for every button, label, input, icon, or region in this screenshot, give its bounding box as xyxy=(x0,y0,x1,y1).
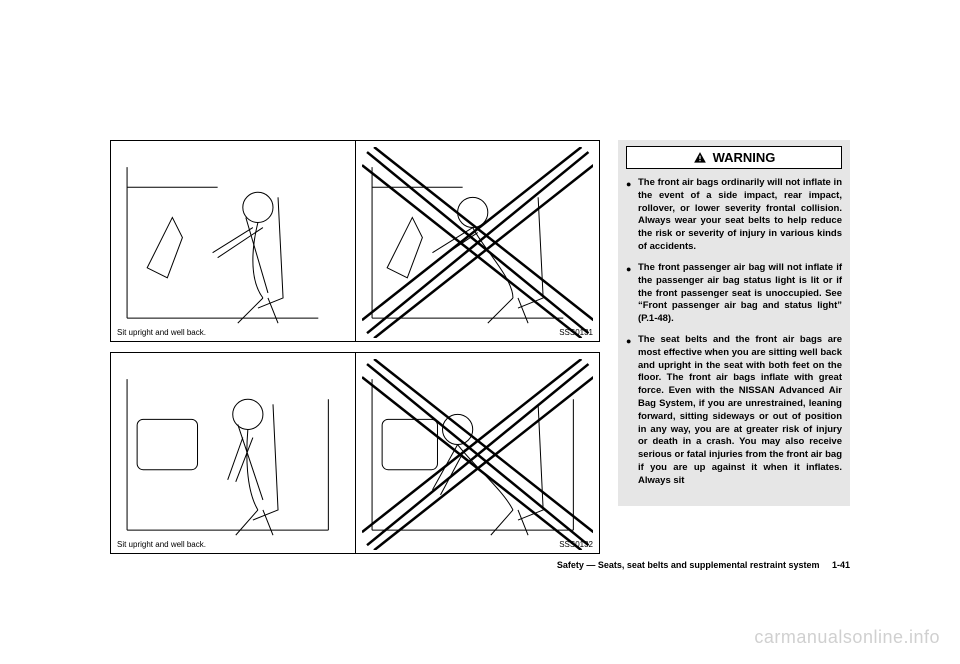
figure-sss0132: Sit upright and well back. SSS0132 xyxy=(110,352,600,554)
warning-box: WARNING ● The front air bags ordinarily w… xyxy=(618,140,850,506)
figures-column: Sit upright and well back. SSS0131 xyxy=(110,140,600,554)
figure-reference: SSS0132 xyxy=(559,540,593,549)
figure-panel-passenger-upright xyxy=(111,353,355,553)
footer-page-number: 1-41 xyxy=(822,560,850,570)
sketch-driver-leaning xyxy=(362,147,593,338)
figure-panel-leaning-crossed xyxy=(355,141,600,341)
warning-column: WARNING ● The front air bags ordinarily w… xyxy=(618,140,850,554)
warning-item: ● The seat belts and the front air bags a… xyxy=(626,334,842,488)
figure-caption: Sit upright and well back. xyxy=(117,540,206,549)
warning-item: ● The front passenger air bag will not in… xyxy=(626,262,842,326)
sketch-passenger-upright xyxy=(117,359,348,550)
page-footer: Safety — Seats, seat belts and supplemen… xyxy=(110,560,850,570)
figure-reference: SSS0131 xyxy=(559,328,593,337)
warning-triangle-icon xyxy=(693,151,707,165)
warning-item-text: The front passenger air bag will not inf… xyxy=(638,262,842,324)
figure-sss0131: Sit upright and well back. SSS0131 xyxy=(110,140,600,342)
bullet-icon: ● xyxy=(626,178,631,190)
warning-header: WARNING xyxy=(626,146,842,169)
sketch-passenger-leaning xyxy=(362,359,593,550)
bullet-icon: ● xyxy=(626,335,631,347)
sketch-driver-upright xyxy=(117,147,348,338)
bullet-icon: ● xyxy=(626,263,631,275)
figure-caption: Sit upright and well back. xyxy=(117,328,206,337)
footer-section: Safety — Seats, seat belts and supplemen… xyxy=(557,560,820,570)
warning-list: ● The front air bags ordinarily will not … xyxy=(626,177,842,488)
figure-panel-passenger-leaning-crossed xyxy=(355,353,600,553)
warning-item-text: The seat belts and the front air bags ar… xyxy=(638,334,842,486)
watermark: carmanualsonline.info xyxy=(754,627,940,648)
warning-item: ● The front air bags ordinarily will not … xyxy=(626,177,842,254)
manual-page: Sit upright and well back. SSS0131 xyxy=(110,140,850,554)
warning-item-text: The front air bags ordinarily will not i… xyxy=(638,177,842,252)
warning-title: WARNING xyxy=(713,150,776,165)
figure-panel-upright xyxy=(111,141,355,341)
